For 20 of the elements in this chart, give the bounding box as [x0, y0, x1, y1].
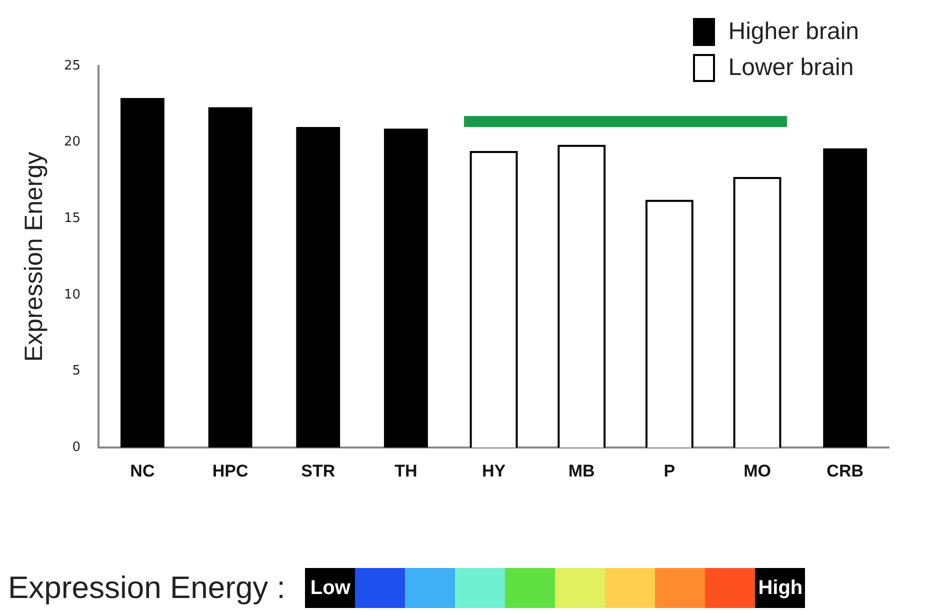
x-tick-label: P: [664, 461, 676, 480]
legend-label: Lower brain: [728, 54, 854, 82]
legend-label: Higher brain: [728, 18, 859, 46]
y-tick-label: 10: [64, 287, 81, 302]
x-tick-label: HPC: [212, 461, 248, 480]
y-tick-label: 5: [72, 364, 81, 379]
y-tick-label: 25: [64, 58, 81, 74]
y-tick-label: 15: [64, 211, 81, 226]
y-tick-label: 20: [64, 134, 81, 150]
x-tick-label: HY: [482, 461, 506, 480]
color-scale: Low High: [305, 568, 806, 608]
y-axis-title: Expression Energy: [20, 151, 48, 362]
x-tick-label: NC: [130, 461, 155, 480]
y-tick-label: 0: [72, 440, 81, 455]
x-tick-label: TH: [394, 461, 418, 480]
x-tick-label: MO: [744, 461, 771, 480]
text: Expression Energy :: [8, 570, 286, 606]
x-tick-label: STR: [301, 461, 336, 480]
x-tick-label: MB: [568, 461, 595, 480]
x-tick-label: CRB: [826, 461, 864, 480]
